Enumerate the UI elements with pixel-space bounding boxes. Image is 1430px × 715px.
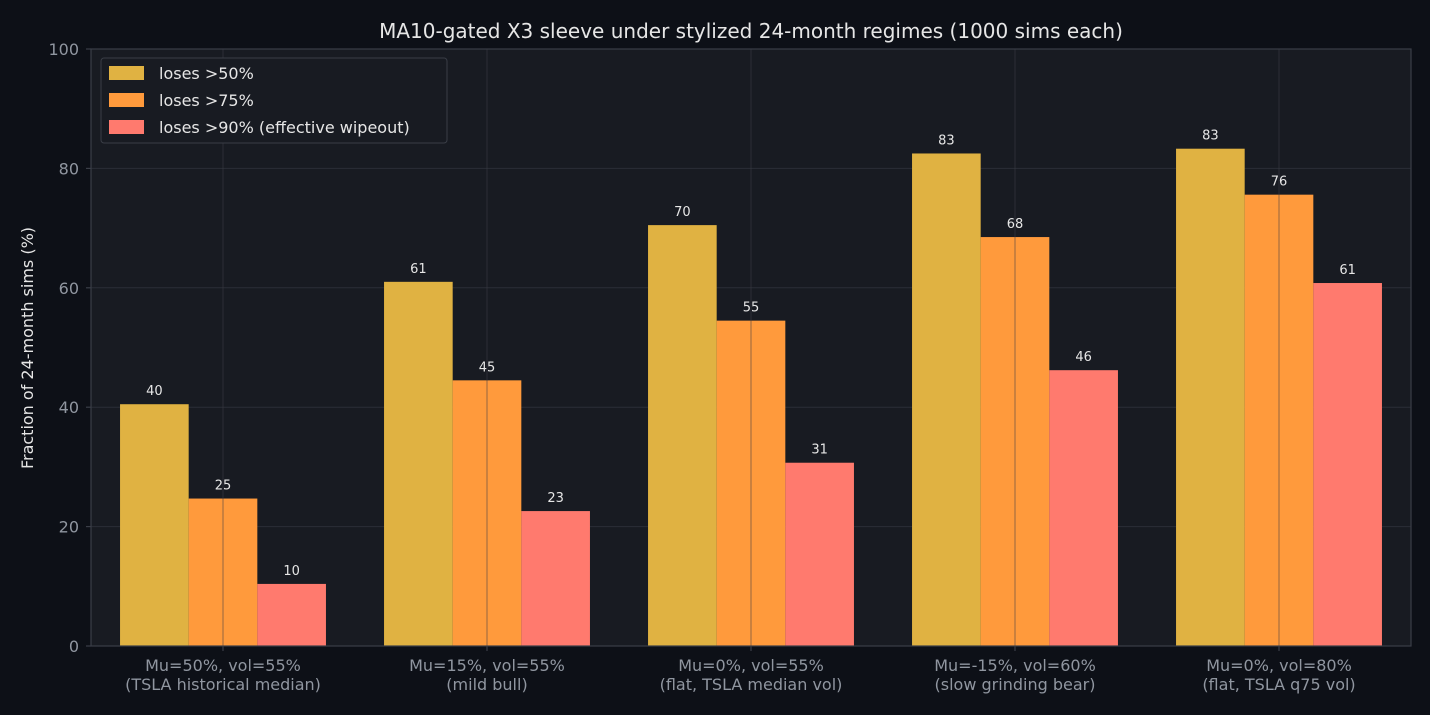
bar <box>1176 148 1245 646</box>
bar <box>1313 283 1382 646</box>
y-tick-label: 0 <box>69 637 79 656</box>
bar-value-label: 55 <box>743 301 760 316</box>
bar-value-label: 25 <box>215 479 232 494</box>
bar-value-label: 70 <box>674 205 691 220</box>
x-tick-label: (slow grinding bear) <box>935 675 1096 694</box>
bar-value-label: 68 <box>1007 217 1024 232</box>
x-tick-label: (mild bull) <box>446 675 527 694</box>
x-tick-label: (flat, TSLA median vol) <box>660 675 843 694</box>
vertical-grid-lines <box>222 49 1280 646</box>
x-tick-label: Mu=-15%, vol=60% <box>934 656 1096 675</box>
chart-title: MA10-gated X3 sleeve under stylized 24-m… <box>379 19 1123 43</box>
bar-value-label: 31 <box>811 443 828 458</box>
legend-swatch <box>109 66 144 80</box>
bar-value-label: 40 <box>146 384 163 399</box>
legend-swatch <box>109 120 144 134</box>
legend-swatch <box>109 93 144 107</box>
x-tick-label: Mu=15%, vol=55% <box>409 656 565 675</box>
legend-label: loses >75% <box>159 91 254 110</box>
legend: loses >50% loses >75% loses >90% (effectiv… <box>100 57 448 144</box>
y-tick-label: 60 <box>59 279 79 298</box>
bar-value-label: 46 <box>1075 350 1092 365</box>
x-tick-label: Mu=50%, vol=55% <box>145 656 301 675</box>
bar-value-label: 23 <box>547 491 564 506</box>
bar <box>648 225 717 647</box>
data-labels: 40 25 10 61 45 23 70 55 31 83 68 46 83 76 61 <box>146 129 1356 579</box>
bar <box>785 462 854 646</box>
bar <box>384 281 453 646</box>
bar-value-label: 45 <box>479 360 496 375</box>
y-tick-label: 20 <box>59 518 79 537</box>
bar-value-label: 83 <box>938 133 955 148</box>
y-tick-label: 40 <box>59 398 79 417</box>
bar-value-label: 76 <box>1271 175 1288 190</box>
y-tick-label: 100 <box>48 40 79 59</box>
y-axis-label: Fraction of 24-month sims (%) <box>18 227 37 469</box>
x-tick-label: Mu=0%, vol=55% <box>678 656 824 675</box>
bar <box>912 153 981 646</box>
bar-value-label: 83 <box>1202 129 1219 144</box>
bar <box>521 511 590 646</box>
y-axis-ticks: 0 20 40 60 80 100 <box>48 40 91 656</box>
bar-value-label: 10 <box>283 564 300 579</box>
x-tick-label: Mu=0%, vol=80% <box>1206 656 1352 675</box>
x-tick-label: (TSLA historical median) <box>125 675 321 694</box>
legend-box <box>100 57 448 144</box>
x-tick-label: (flat, TSLA q75 vol) <box>1202 675 1355 694</box>
y-tick-label: 80 <box>59 159 79 178</box>
legend-label: loses >50% <box>159 64 254 83</box>
bar <box>257 583 326 646</box>
bar <box>1049 370 1118 646</box>
bar-value-label: 61 <box>1339 263 1356 278</box>
bar <box>120 404 189 646</box>
x-axis-ticks: Mu=50%, vol=55%(TSLA historical median) M… <box>125 646 1356 694</box>
bar-value-label: 61 <box>410 262 427 277</box>
legend-label: loses >90% (effective wipeout) <box>159 118 410 137</box>
